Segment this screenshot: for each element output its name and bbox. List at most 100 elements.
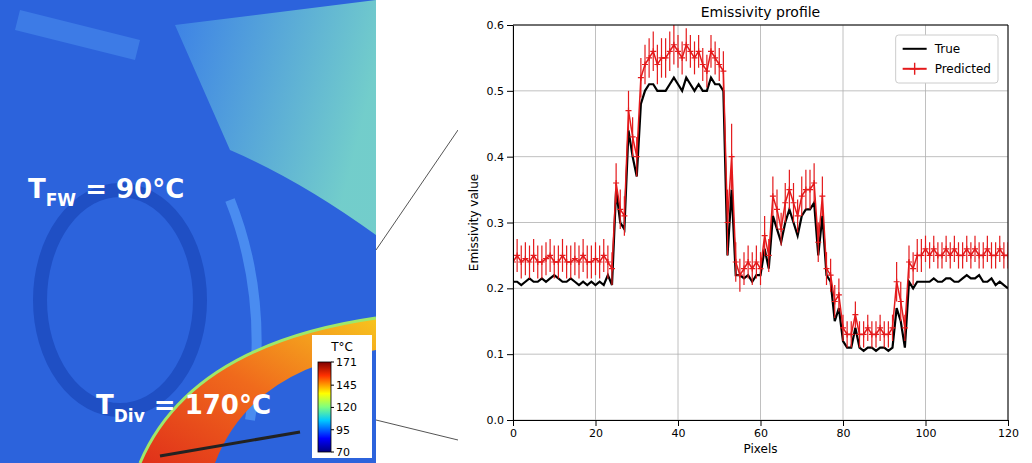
legend: TruePredicted [896, 35, 998, 83]
marker [716, 62, 722, 68]
tick-mark [761, 420, 762, 426]
tick-label: 0.2 [487, 282, 505, 295]
marker [852, 312, 858, 318]
marker [514, 252, 520, 258]
tick-mark [843, 420, 844, 426]
annotation-text: = 170°C [145, 390, 271, 420]
marker [630, 134, 636, 140]
marker [675, 48, 681, 54]
image-background [0, 0, 376, 463]
marker [861, 331, 867, 337]
colorbar-tick [331, 452, 334, 453]
marker [972, 246, 978, 252]
tick: 0.6 [487, 19, 514, 32]
tick: 0.5 [487, 85, 514, 98]
tick-mark [507, 223, 513, 224]
tick-mark [678, 420, 679, 426]
tick: 120 [998, 420, 1019, 440]
tick: 60 [754, 420, 768, 440]
marker [873, 331, 879, 337]
colorbar-tick-label: 171 [336, 356, 357, 369]
marker [741, 266, 747, 272]
marker [980, 252, 986, 258]
tick-label: 0.5 [487, 85, 505, 98]
x-axis: 020406080100120 [510, 420, 1019, 440]
marker [692, 55, 698, 61]
marker [774, 206, 780, 212]
tick-mark [507, 288, 513, 289]
marker [749, 266, 755, 272]
marker [865, 325, 871, 331]
marker [634, 154, 640, 160]
marker [799, 193, 805, 199]
marker [890, 325, 896, 331]
marker [609, 266, 615, 272]
marker [638, 75, 644, 81]
marks [513, 25, 1008, 351]
marker [547, 252, 553, 258]
marker [729, 154, 735, 160]
marker [885, 331, 891, 337]
marker [683, 42, 689, 48]
tick-label: 0.0 [487, 414, 505, 427]
tick-mark [507, 157, 513, 158]
marker [646, 55, 652, 61]
tick-label: 40 [672, 427, 686, 440]
marker [997, 246, 1003, 252]
tick-label: 0 [510, 427, 517, 440]
port [40, 190, 200, 410]
marker [621, 213, 627, 219]
marker [700, 62, 706, 68]
colorbar-tick [331, 429, 334, 430]
marker [539, 259, 545, 265]
marker [762, 233, 768, 239]
divertor [140, 318, 376, 463]
series-line [513, 45, 1008, 335]
marker [968, 252, 974, 258]
marker [518, 259, 524, 265]
marker [593, 256, 599, 262]
marker [671, 42, 677, 48]
tick-label: 60 [754, 427, 768, 440]
marker [725, 220, 731, 226]
marker [733, 259, 739, 265]
tick: 0.2 [487, 282, 514, 295]
tick-mark [507, 354, 513, 355]
chart-title: Emissivity profile [701, 4, 820, 20]
marker [840, 325, 846, 331]
annotation-main: T [96, 390, 114, 420]
marker [923, 246, 929, 252]
series-line [513, 78, 1008, 351]
marker [745, 259, 751, 265]
connector [376, 420, 458, 440]
tick-label: 20 [589, 427, 603, 440]
legend-label: True [934, 42, 961, 56]
chart-background [458, 0, 1032, 463]
legend-item: True [903, 42, 961, 56]
legend-box [896, 35, 998, 83]
legend-marker [910, 63, 920, 75]
tick-label: 0.1 [487, 348, 505, 361]
marker [960, 252, 966, 258]
marker [753, 259, 759, 265]
annotation: TFW = 90°C [28, 174, 184, 210]
y-axis-title: Emissivity value [467, 174, 481, 271]
marker [918, 252, 924, 258]
marker [708, 48, 714, 54]
marker [543, 256, 549, 262]
tick-mark [926, 420, 927, 426]
annotation-sub: FW [46, 190, 77, 210]
marker [597, 259, 603, 265]
grid-line [513, 156, 1008, 157]
marker [617, 206, 623, 212]
tick-label: 0.4 [487, 151, 505, 164]
marker [931, 246, 937, 252]
marker [782, 200, 788, 206]
frame [1008, 25, 1009, 420]
marker [836, 292, 842, 298]
tick: 0 [510, 420, 517, 440]
annotation-main: T [28, 174, 46, 204]
marker [568, 259, 574, 265]
tick-label: 0.6 [487, 19, 505, 32]
colorbar [318, 362, 331, 452]
